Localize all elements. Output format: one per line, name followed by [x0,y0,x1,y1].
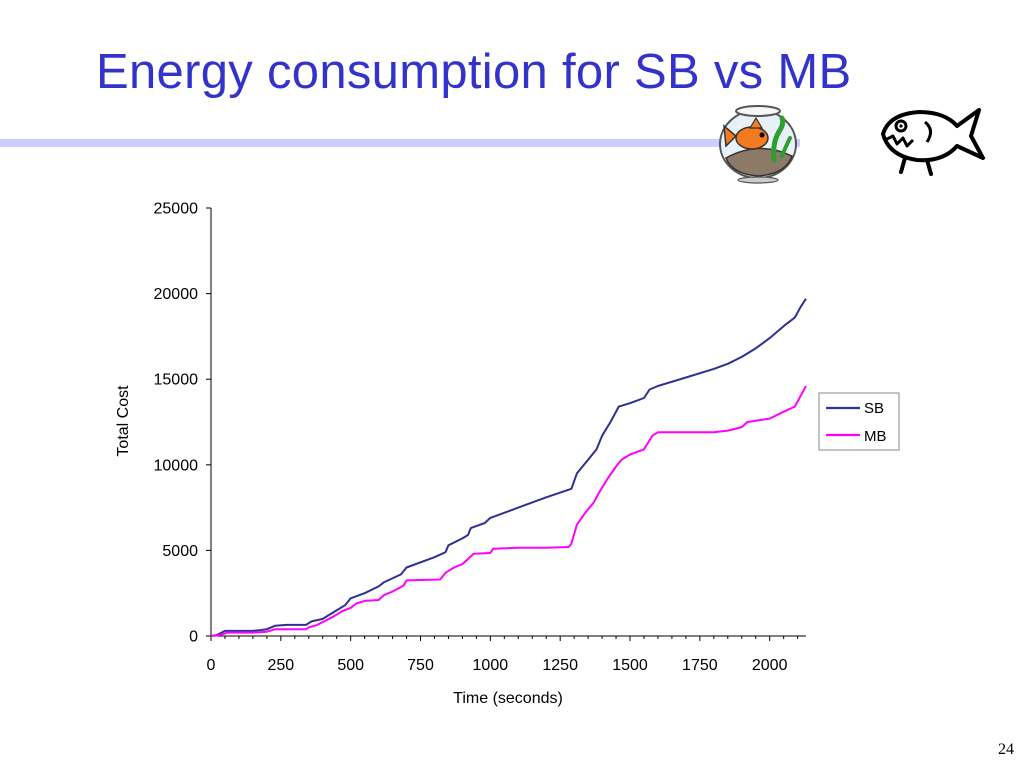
chart-legend: SB MB [818,392,900,451]
legend-box [818,392,900,451]
y-axis-label: Total Cost [115,385,132,457]
x-tick-label: 1500 [612,657,648,674]
legend-label-mb: MB [864,428,887,445]
y-tick-label: 25000 [154,201,199,218]
x-tick-label: 1000 [473,657,509,674]
fishbowl-icon [719,105,797,184]
y-tick-label: 20000 [154,286,199,303]
x-tick-label: 2000 [752,657,788,674]
x-tick-label: 1250 [542,657,578,674]
chart-axes [210,208,806,637]
x-tick-label: 0 [207,657,216,674]
x-tick-label: 750 [407,657,434,674]
x-tick-label: 500 [337,657,364,674]
y-tick-label: 10000 [154,457,199,474]
series-line-sb [210,298,807,637]
y-tick-label: 0 [189,629,198,646]
legend-label-sb: SB [864,400,884,417]
chart-ticks: 0 5000 10000 15000 20000 25000 0 250 500 750 1000 1… [154,201,799,674]
x-axis-label: Time (seconds) [453,690,563,707]
slide-title: Energy consumption for SB vs MB [96,45,852,99]
fish-icon [881,108,985,176]
page-number: 24 [998,741,1014,758]
series-line-mb [210,385,807,637]
x-tick-label: 1750 [682,657,718,674]
y-tick-label: 5000 [162,543,198,560]
y-tick-label: 15000 [154,372,199,389]
x-tick-label: 250 [267,657,294,674]
chart-series [210,298,807,637]
title-rule [0,139,800,147]
